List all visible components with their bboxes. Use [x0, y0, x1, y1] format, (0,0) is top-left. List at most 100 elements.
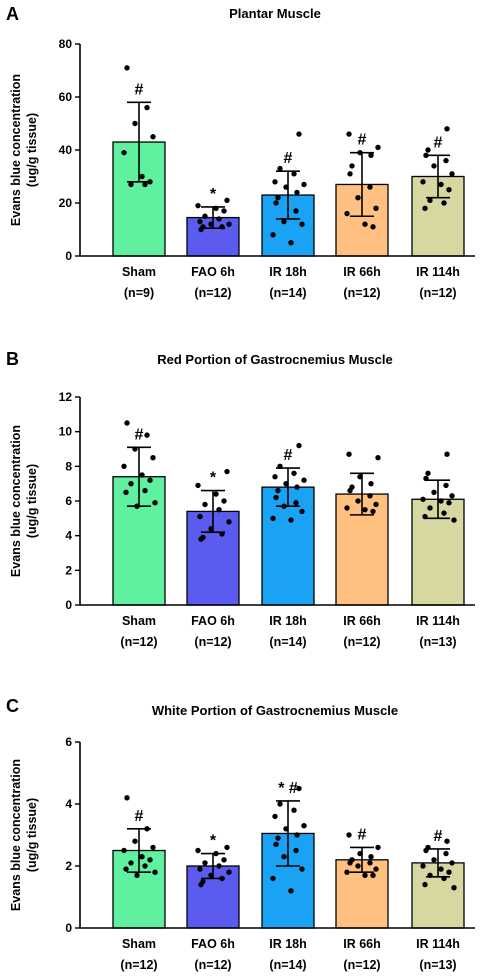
data-point [301, 823, 307, 829]
data-point [139, 173, 145, 180]
category-label: FAO 6h [191, 937, 235, 951]
category-label: IR 114h [416, 614, 460, 628]
data-point [152, 500, 158, 506]
data-point [347, 487, 353, 494]
data-point [288, 888, 294, 894]
y-tick-label: 4 [65, 529, 72, 543]
data-point [299, 221, 305, 227]
data-point [301, 181, 307, 188]
data-point [283, 480, 289, 487]
data-point [132, 446, 138, 452]
data-point [344, 210, 350, 217]
data-point [213, 205, 219, 211]
data-point [346, 832, 352, 838]
data-point [197, 218, 203, 225]
data-point [296, 442, 302, 449]
data-point [197, 513, 203, 520]
data-point [147, 179, 153, 185]
data-point [423, 847, 429, 854]
y-axis-label: Evans blue concentration (ug/g tissue) [9, 425, 39, 577]
data-point [293, 208, 299, 214]
data-point [281, 503, 287, 509]
y-tick-label: 0 [65, 598, 72, 612]
category-label: IR 66h [343, 937, 381, 951]
data-point [368, 480, 374, 487]
panel-letter: A [6, 4, 19, 24]
data-point [132, 120, 138, 127]
data-point [344, 505, 350, 511]
chart-title: Red Portion of Gastrocnemius Muscle [157, 352, 393, 367]
data-point [208, 221, 214, 227]
data-point [150, 134, 156, 140]
y-tick-label: 8 [65, 459, 72, 473]
data-point [368, 854, 374, 860]
data-point [362, 221, 368, 227]
data-point [367, 184, 373, 190]
data-point [370, 872, 376, 878]
significance-marker: # [284, 150, 293, 167]
data-point [270, 875, 276, 882]
category-label: IR 18h [269, 614, 307, 628]
data-point [449, 493, 455, 499]
data-point [347, 860, 353, 866]
data-point [420, 863, 426, 869]
data-point [219, 224, 225, 230]
category-label: Sham [122, 265, 156, 279]
data-point [273, 494, 279, 501]
category-label: FAO 6h [191, 265, 235, 279]
significance-marker: * [210, 186, 217, 203]
chart-panel-b: B Red Portion of Gastrocnemius Muscle Evan… [6, 349, 475, 649]
category-label: IR 66h [343, 614, 381, 628]
data-point [195, 482, 201, 489]
chart-title: Plantar Muscle [229, 6, 321, 21]
data-point [198, 881, 204, 888]
data-point [219, 875, 225, 882]
y-tick-label: 4 [65, 797, 72, 811]
data-point [425, 147, 431, 153]
n-label: (n=13) [419, 958, 456, 972]
data-point [355, 498, 361, 504]
data-point [123, 866, 129, 872]
data-point [147, 477, 153, 483]
data-point [150, 844, 156, 851]
data-point [121, 149, 127, 156]
data-point [198, 226, 204, 233]
data-point [444, 126, 450, 132]
n-label: (n=13) [419, 635, 456, 649]
data-point [121, 463, 127, 470]
data-point [423, 152, 429, 158]
data-point [291, 807, 297, 813]
n-label: (n=12) [120, 958, 157, 972]
data-point [226, 869, 232, 875]
data-point [373, 866, 379, 872]
data-point [144, 826, 150, 832]
data-point [150, 454, 156, 461]
data-point [134, 872, 140, 878]
data-point [221, 208, 227, 214]
data-point [425, 470, 431, 476]
data-point [277, 165, 283, 172]
y-tick-label: 12 [59, 390, 73, 404]
data-point [216, 216, 222, 222]
n-label: (n=12) [194, 286, 231, 300]
data-point [362, 506, 368, 513]
data-point [121, 847, 127, 854]
significance-marker: # [358, 132, 367, 149]
category-label: IR 114h [416, 265, 460, 279]
data-point [202, 501, 208, 508]
category-label: IR 114h [416, 937, 460, 951]
n-label: (n=12) [194, 958, 231, 972]
data-point [202, 213, 208, 219]
data-point [344, 869, 350, 875]
y-tick-label: 0 [65, 249, 72, 263]
data-point [195, 202, 201, 209]
data-point [431, 163, 437, 169]
data-point [216, 506, 222, 513]
data-point [293, 847, 299, 854]
data-point [444, 838, 450, 844]
n-label: (n=12) [419, 286, 456, 300]
data-point [441, 510, 447, 516]
data-point [144, 104, 150, 111]
data-point [221, 857, 227, 863]
data-point [299, 508, 305, 515]
